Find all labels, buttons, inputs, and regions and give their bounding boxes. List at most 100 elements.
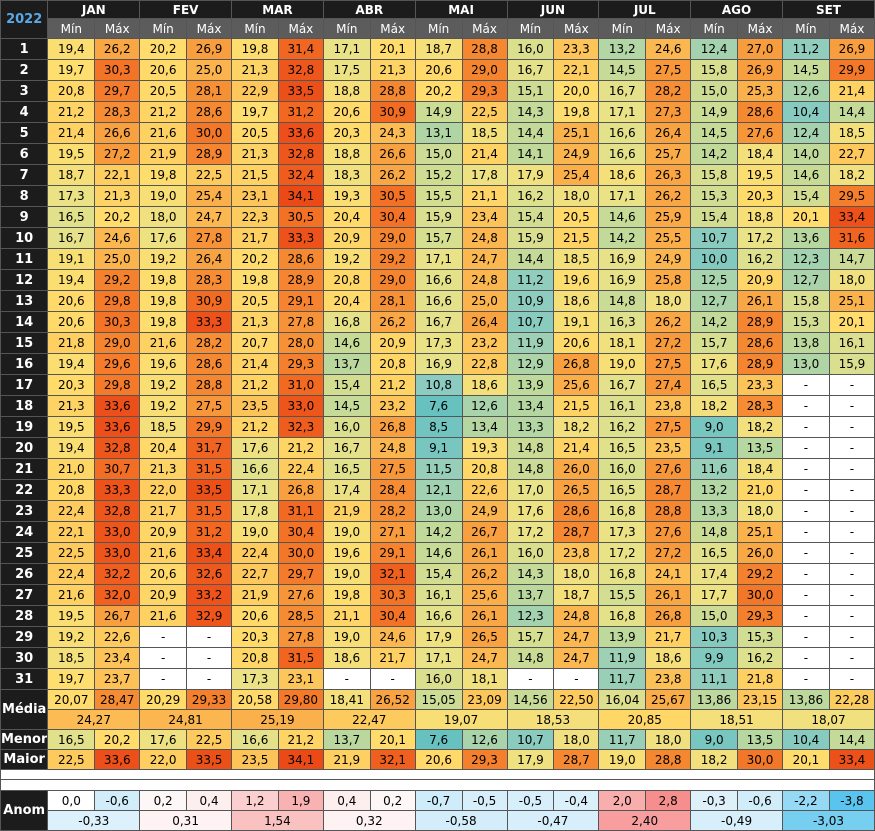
media-avg-cell: 22,47 xyxy=(322,709,416,730)
min-temp-cell: 16,0 xyxy=(322,416,371,438)
max-temp-cell: 25,0 xyxy=(94,248,141,270)
min-temp-cell: - xyxy=(506,668,555,690)
max-temp-cell: 25,3 xyxy=(737,80,783,102)
min-temp-cell: 13,0 xyxy=(781,353,830,375)
min-temp-cell: 11,5 xyxy=(414,458,463,480)
anom-cell: 0,0 xyxy=(47,790,96,811)
max-temp-cell: 27,6 xyxy=(737,122,783,144)
min-temp-cell: 13,6 xyxy=(781,227,830,249)
max-temp-cell: - xyxy=(828,668,875,690)
maior-cell: 19,0 xyxy=(598,749,647,770)
max-temp-cell: - xyxy=(553,668,600,690)
max-temp-cell: 26,0 xyxy=(737,542,783,564)
max-temp-cell: 30,4 xyxy=(277,521,324,543)
day-label: 20 xyxy=(0,437,49,459)
min-temp-cell: 21,2 xyxy=(47,101,96,123)
max-temp-cell: 30,0 xyxy=(277,542,324,564)
max-temp-cell: 27,6 xyxy=(645,521,692,543)
min-temp-cell: 14,9 xyxy=(414,101,463,123)
min-temp-cell: 21,0 xyxy=(47,458,96,480)
min-temp-cell: 20,9 xyxy=(139,521,188,543)
min-temp-cell: 21,3 xyxy=(231,311,279,333)
min-temp-cell: - xyxy=(781,668,830,690)
max-temp-cell: 25,8 xyxy=(645,269,692,291)
min-temp-cell: 11,9 xyxy=(506,332,555,354)
min-temp-cell: - xyxy=(781,584,830,606)
anom-cell: 2,8 xyxy=(645,790,692,811)
min-temp-cell: 14,6 xyxy=(598,206,647,228)
media-cell: 28,47 xyxy=(94,689,141,710)
day-label: 13 xyxy=(0,290,49,312)
min-temp-cell: 16,8 xyxy=(598,563,647,585)
max-temp-cell: 29,3 xyxy=(461,80,508,102)
anom-cell: 0,4 xyxy=(186,790,233,811)
menor-cell: 9,0 xyxy=(690,729,739,750)
min-temp-cell: 17,9 xyxy=(506,164,555,186)
day-label: 15 xyxy=(0,332,49,354)
min-temp-cell: 20,6 xyxy=(231,605,279,627)
max-temp-cell: 21,5 xyxy=(553,227,600,249)
min-temp-cell: 21,2 xyxy=(231,374,279,396)
max-temp-cell: 28,7 xyxy=(553,521,600,543)
media-avg-cell: 18,07 xyxy=(781,709,875,730)
max-temp-cell: - xyxy=(828,647,875,669)
min-temp-cell: 16,9 xyxy=(414,353,463,375)
max-temp-cell: 28,8 xyxy=(369,80,416,102)
max-temp-cell: 33,0 xyxy=(94,542,141,564)
max-temp-cell: 27,5 xyxy=(369,458,416,480)
max-temp-cell: - xyxy=(828,605,875,627)
min-temp-cell: 20,2 xyxy=(139,38,188,60)
min-temp-cell: 19,8 xyxy=(322,584,371,606)
year-label: 2022 xyxy=(0,0,49,39)
min-temp-cell: 22,4 xyxy=(47,500,96,522)
max-temp-cell: 22,6 xyxy=(94,626,141,648)
min-temp-cell: - xyxy=(781,458,830,480)
min-temp-cell: 21,4 xyxy=(231,353,279,375)
min-temp-cell: 16,6 xyxy=(231,458,279,480)
max-temp-cell: 22,5 xyxy=(461,101,508,123)
day-label: 8 xyxy=(0,185,49,207)
day-label: 26 xyxy=(0,563,49,585)
max-temp-cell: 27,1 xyxy=(369,521,416,543)
min-temp-cell: 20,5 xyxy=(231,122,279,144)
max-temp-cell: 32,3 xyxy=(277,416,324,438)
min-temp-cell: 10,9 xyxy=(506,290,555,312)
min-temp-cell: 22,7 xyxy=(231,563,279,585)
max-temp-cell: 30,0 xyxy=(186,122,233,144)
min-temp-cell: 17,3 xyxy=(414,332,463,354)
min-temp-cell: 15,5 xyxy=(598,584,647,606)
maior-cell: 17,9 xyxy=(506,749,555,770)
max-header: Máx xyxy=(645,18,692,39)
min-temp-cell: 14,2 xyxy=(690,143,739,165)
table-row: 5 21,4 26,6 21,6 30,0 20,5 33,6 20,3 24,3 13,1 18,… xyxy=(0,122,875,144)
min-temp-cell: 17,6 xyxy=(231,437,279,459)
max-temp-cell: 26,9 xyxy=(737,59,783,81)
max-temp-cell: 20,3 xyxy=(737,185,783,207)
max-temp-cell: 20,9 xyxy=(737,269,783,291)
min-temp-cell: 14,6 xyxy=(781,164,830,186)
min-temp-cell: 12,3 xyxy=(781,248,830,270)
min-temp-cell: 20,3 xyxy=(47,374,96,396)
month-header: JAN xyxy=(47,0,141,19)
max-header: Máx xyxy=(461,18,508,39)
min-temp-cell: 13,2 xyxy=(690,479,739,501)
anom-avg-cell: -0,49 xyxy=(690,810,783,831)
maior-cell: 18,2 xyxy=(690,749,739,770)
max-temp-cell: 23,5 xyxy=(645,437,692,459)
min-temp-cell: 21,6 xyxy=(139,122,188,144)
max-temp-cell: 26,1 xyxy=(645,584,692,606)
max-temp-cell: 32,8 xyxy=(277,143,324,165)
anom-avg-cell: -0,33 xyxy=(47,810,141,831)
table-row: 2 19,7 30,3 20,6 25,0 21,3 32,8 17,5 21,3 20,6 29,… xyxy=(0,59,875,81)
min-temp-cell: 16,0 xyxy=(506,38,555,60)
max-temp-cell: 27,5 xyxy=(645,59,692,81)
max-temp-cell: - xyxy=(828,374,875,396)
max-temp-cell: 20,1 xyxy=(369,38,416,60)
max-temp-cell: 27,2 xyxy=(645,542,692,564)
table-row: 7 18,7 22,1 19,8 22,5 21,5 32,4 18,3 26,2 15,2 17,… xyxy=(0,164,875,186)
max-temp-cell: 32,4 xyxy=(277,164,324,186)
max-temp-cell: 31,2 xyxy=(277,101,324,123)
min-temp-cell: 20,6 xyxy=(322,101,371,123)
max-temp-cell: 18,2 xyxy=(828,164,875,186)
max-temp-cell: 28,9 xyxy=(737,353,783,375)
